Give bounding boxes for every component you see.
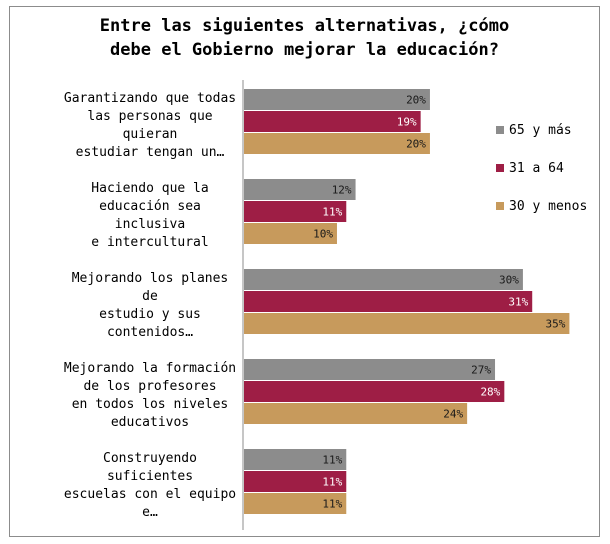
- data-label: 11%: [322, 498, 342, 511]
- bar: [244, 381, 505, 402]
- category-label: en todos los niveles: [72, 397, 229, 412]
- data-label: 27%: [471, 364, 491, 377]
- bar: [244, 201, 347, 222]
- data-label: 20%: [406, 138, 426, 151]
- category-label: contenidos…: [107, 325, 193, 340]
- legend-swatch: [496, 126, 504, 134]
- data-label: 28%: [480, 386, 500, 399]
- category-label: escuelas con el equipo: [64, 487, 236, 502]
- category-label: e…: [142, 505, 158, 520]
- bar: [244, 179, 356, 200]
- data-label: 24%: [443, 408, 463, 421]
- data-label: 11%: [322, 476, 342, 489]
- data-label: 12%: [332, 184, 352, 197]
- legend-label: 31 a 64: [509, 161, 564, 176]
- bar: [244, 449, 347, 470]
- category-label: quieran: [123, 127, 178, 142]
- category-label: de: [142, 289, 158, 304]
- category-label: Mejorando la formación: [64, 361, 236, 376]
- bar: [244, 403, 468, 424]
- bar: [244, 313, 570, 334]
- category-label: educación sea: [99, 199, 201, 214]
- category-label: estudiar tengan un…: [76, 145, 225, 160]
- bar: [244, 269, 523, 290]
- category-label: Mejorando los planes: [72, 271, 229, 286]
- chart-frame: [9, 6, 600, 537]
- data-label: 30%: [499, 274, 519, 287]
- data-label: 11%: [322, 454, 342, 467]
- category-label: las personas que: [87, 109, 212, 124]
- chart-title-line-2: debe el Gobierno mejorar la educación?: [110, 40, 499, 60]
- category-label: e intercultural: [91, 235, 208, 250]
- category-label: suficientes: [107, 469, 193, 484]
- category-label: educativos: [111, 415, 189, 430]
- bar: [244, 133, 430, 154]
- legend-label: 65 y más: [509, 123, 572, 138]
- category-label: Construyendo: [103, 451, 197, 466]
- legend-label: 30 y menos: [509, 199, 587, 214]
- category-label: inclusiva: [115, 217, 185, 232]
- bar: [244, 291, 533, 312]
- data-label: 19%: [397, 116, 417, 129]
- data-label: 31%: [508, 296, 528, 309]
- category-label: Haciendo que la: [91, 181, 208, 196]
- bar: [244, 111, 421, 132]
- data-label: 11%: [322, 206, 342, 219]
- legend-swatch: [496, 164, 504, 172]
- data-label: 35%: [546, 318, 566, 331]
- data-label: 10%: [313, 228, 333, 241]
- chart-title-line-1: Entre las siguientes alternativas, ¿cómo: [99, 16, 510, 36]
- category-label: de los profesores: [83, 379, 216, 394]
- bar: [244, 471, 347, 492]
- chart-title: Entre las siguientes alternativas, ¿cómo…: [9, 14, 600, 62]
- bar: [244, 89, 430, 110]
- legend-swatch: [496, 202, 504, 210]
- bar: [244, 493, 347, 514]
- data-label: 20%: [406, 94, 426, 107]
- bar: [244, 359, 496, 380]
- category-label: estudio y sus: [99, 307, 201, 322]
- bar: [244, 223, 337, 244]
- category-label: Garantizando que todas: [64, 91, 236, 106]
